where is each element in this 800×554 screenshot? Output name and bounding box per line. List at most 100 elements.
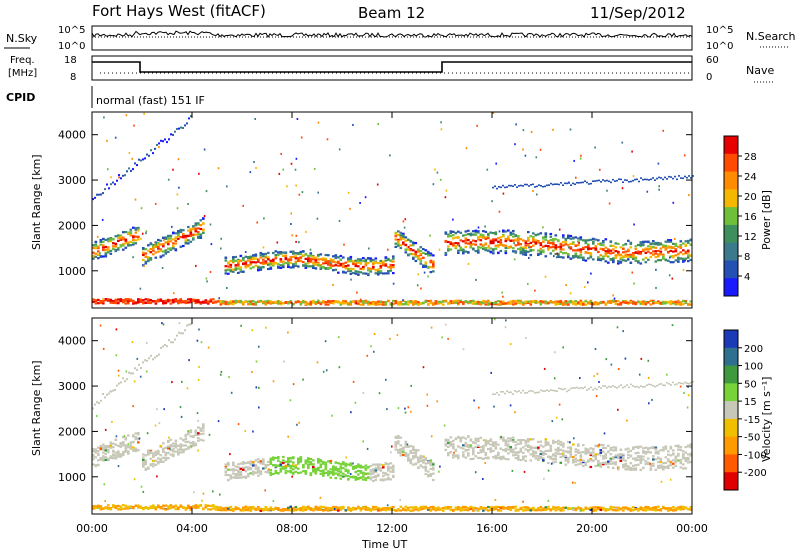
- range-gate-cell: [234, 267, 238, 270]
- range-gate-cell: [364, 464, 368, 467]
- range-gate-cell: [399, 444, 403, 447]
- range-gate-cell: [197, 439, 200, 442]
- range-gate-cell: [472, 239, 475, 242]
- range-gate-cell: [474, 442, 478, 445]
- range-gate-cell: [419, 454, 423, 457]
- range-gate-cell: [209, 298, 213, 301]
- range-gate-cell: [684, 252, 688, 255]
- range-gate-cell: [289, 460, 293, 463]
- range-gate-cell: [602, 257, 605, 261]
- range-gate-cell: [234, 473, 238, 476]
- range-gate-cell: [279, 300, 283, 303]
- range-gate-cell: [677, 453, 680, 456]
- range-gate-cell: [152, 455, 155, 458]
- range-gate-cell: [127, 450, 130, 453]
- range-gate-cell: [294, 466, 298, 469]
- range-gate-cell: [539, 452, 543, 456]
- range-gate-cell: [619, 302, 623, 306]
- range-gate-cell: [504, 246, 508, 250]
- range-gate-cell: [442, 507, 445, 510]
- range-gate-cell: [112, 454, 115, 457]
- arc-echo: [526, 183, 528, 186]
- range-gate-cell: [184, 448, 188, 451]
- sparse-echo: [417, 273, 419, 276]
- range-gate-cell: [434, 300, 438, 303]
- range-gate-cell: [309, 461, 313, 464]
- range-gate-cell: [482, 450, 485, 453]
- range-gate-cell: [92, 255, 95, 258]
- range-gate-cell: [199, 433, 203, 436]
- range-gate-cell: [609, 252, 613, 255]
- range-gate-cell: [447, 235, 450, 238]
- range-gate-cell: [624, 468, 628, 471]
- range-gate-cell: [407, 246, 410, 249]
- range-gate-cell: [337, 474, 340, 477]
- range-gate-cell: [479, 233, 483, 236]
- arc-echo: [138, 158, 140, 161]
- range-gate-cell: [174, 298, 178, 301]
- range-gate-cell: [462, 436, 465, 439]
- range-gate-cell: [222, 302, 225, 305]
- range-gate-cell: [404, 236, 408, 239]
- range-gate-cell: [242, 303, 245, 306]
- range-gate-cell: [612, 244, 615, 247]
- range-gate-cell: [589, 458, 593, 461]
- range-gate-cell: [177, 448, 180, 451]
- range-gate-cell: [469, 300, 473, 303]
- range-gate-cell: [317, 258, 320, 261]
- range-gate-cell: [357, 259, 360, 262]
- velocity-heatmap: [92, 318, 694, 512]
- range-gate-cell: [547, 246, 550, 249]
- range-gate-cell: [132, 302, 135, 305]
- range-gate-cell: [459, 436, 463, 439]
- range-gate-cell: [137, 449, 140, 452]
- range-gate-cell: [327, 460, 330, 463]
- range-gate-cell: [114, 438, 118, 441]
- range-gate-cell: [589, 247, 593, 250]
- range-gate-cell: [357, 270, 360, 273]
- range-gate-cell: [279, 252, 283, 255]
- range-gate-cell: [352, 260, 355, 263]
- range-gate-cell: [379, 478, 383, 482]
- range-gate-cell: [299, 460, 303, 463]
- range-gate-cell: [374, 466, 378, 469]
- range-gate-cell: [589, 508, 593, 511]
- range-gate-cell: [372, 263, 375, 266]
- range-gate-cell: [239, 254, 243, 258]
- range-gate-cell: [257, 260, 260, 263]
- range-gate-cell: [464, 445, 468, 448]
- range-gate-cell: [414, 259, 418, 263]
- range-gate-cell: [602, 244, 605, 247]
- sparse-echo: [578, 241, 580, 244]
- range-gate-cell: [312, 299, 315, 302]
- arc-echo: [652, 177, 654, 179]
- range-gate-cell: [327, 262, 330, 265]
- range-gate-cell: [374, 478, 378, 482]
- range-gate-cell: [572, 255, 575, 258]
- range-gate-cell: [324, 468, 328, 471]
- range-gate-cell: [254, 471, 258, 474]
- range-gate-cell: [589, 253, 593, 256]
- range-gate-cell: [112, 237, 115, 241]
- range-gate-cell: [232, 509, 235, 512]
- range-gate-cell: [467, 302, 470, 305]
- range-gate-cell: [647, 248, 650, 251]
- sparse-echo: [154, 243, 157, 246]
- arc-echo: [688, 175, 690, 177]
- range-gate-cell: [499, 509, 503, 512]
- range-gate-cell: [347, 469, 350, 472]
- range-gate-cell: [92, 447, 95, 451]
- range-gate-cell: [214, 300, 218, 303]
- range-gate-cell: [659, 449, 663, 452]
- range-gate-cell: [537, 249, 540, 252]
- range-gate-cell: [237, 507, 240, 510]
- range-gate-cell: [234, 476, 238, 479]
- range-gate-cell: [194, 300, 198, 303]
- range-gate-cell: [307, 258, 310, 261]
- range-gate-cell: [667, 453, 670, 456]
- range-gate-cell: [644, 509, 648, 512]
- range-gate-cell: [294, 301, 298, 304]
- range-gate-cell: [512, 303, 515, 306]
- range-gate-cell: [102, 248, 105, 252]
- range-gate-cell: [592, 506, 595, 509]
